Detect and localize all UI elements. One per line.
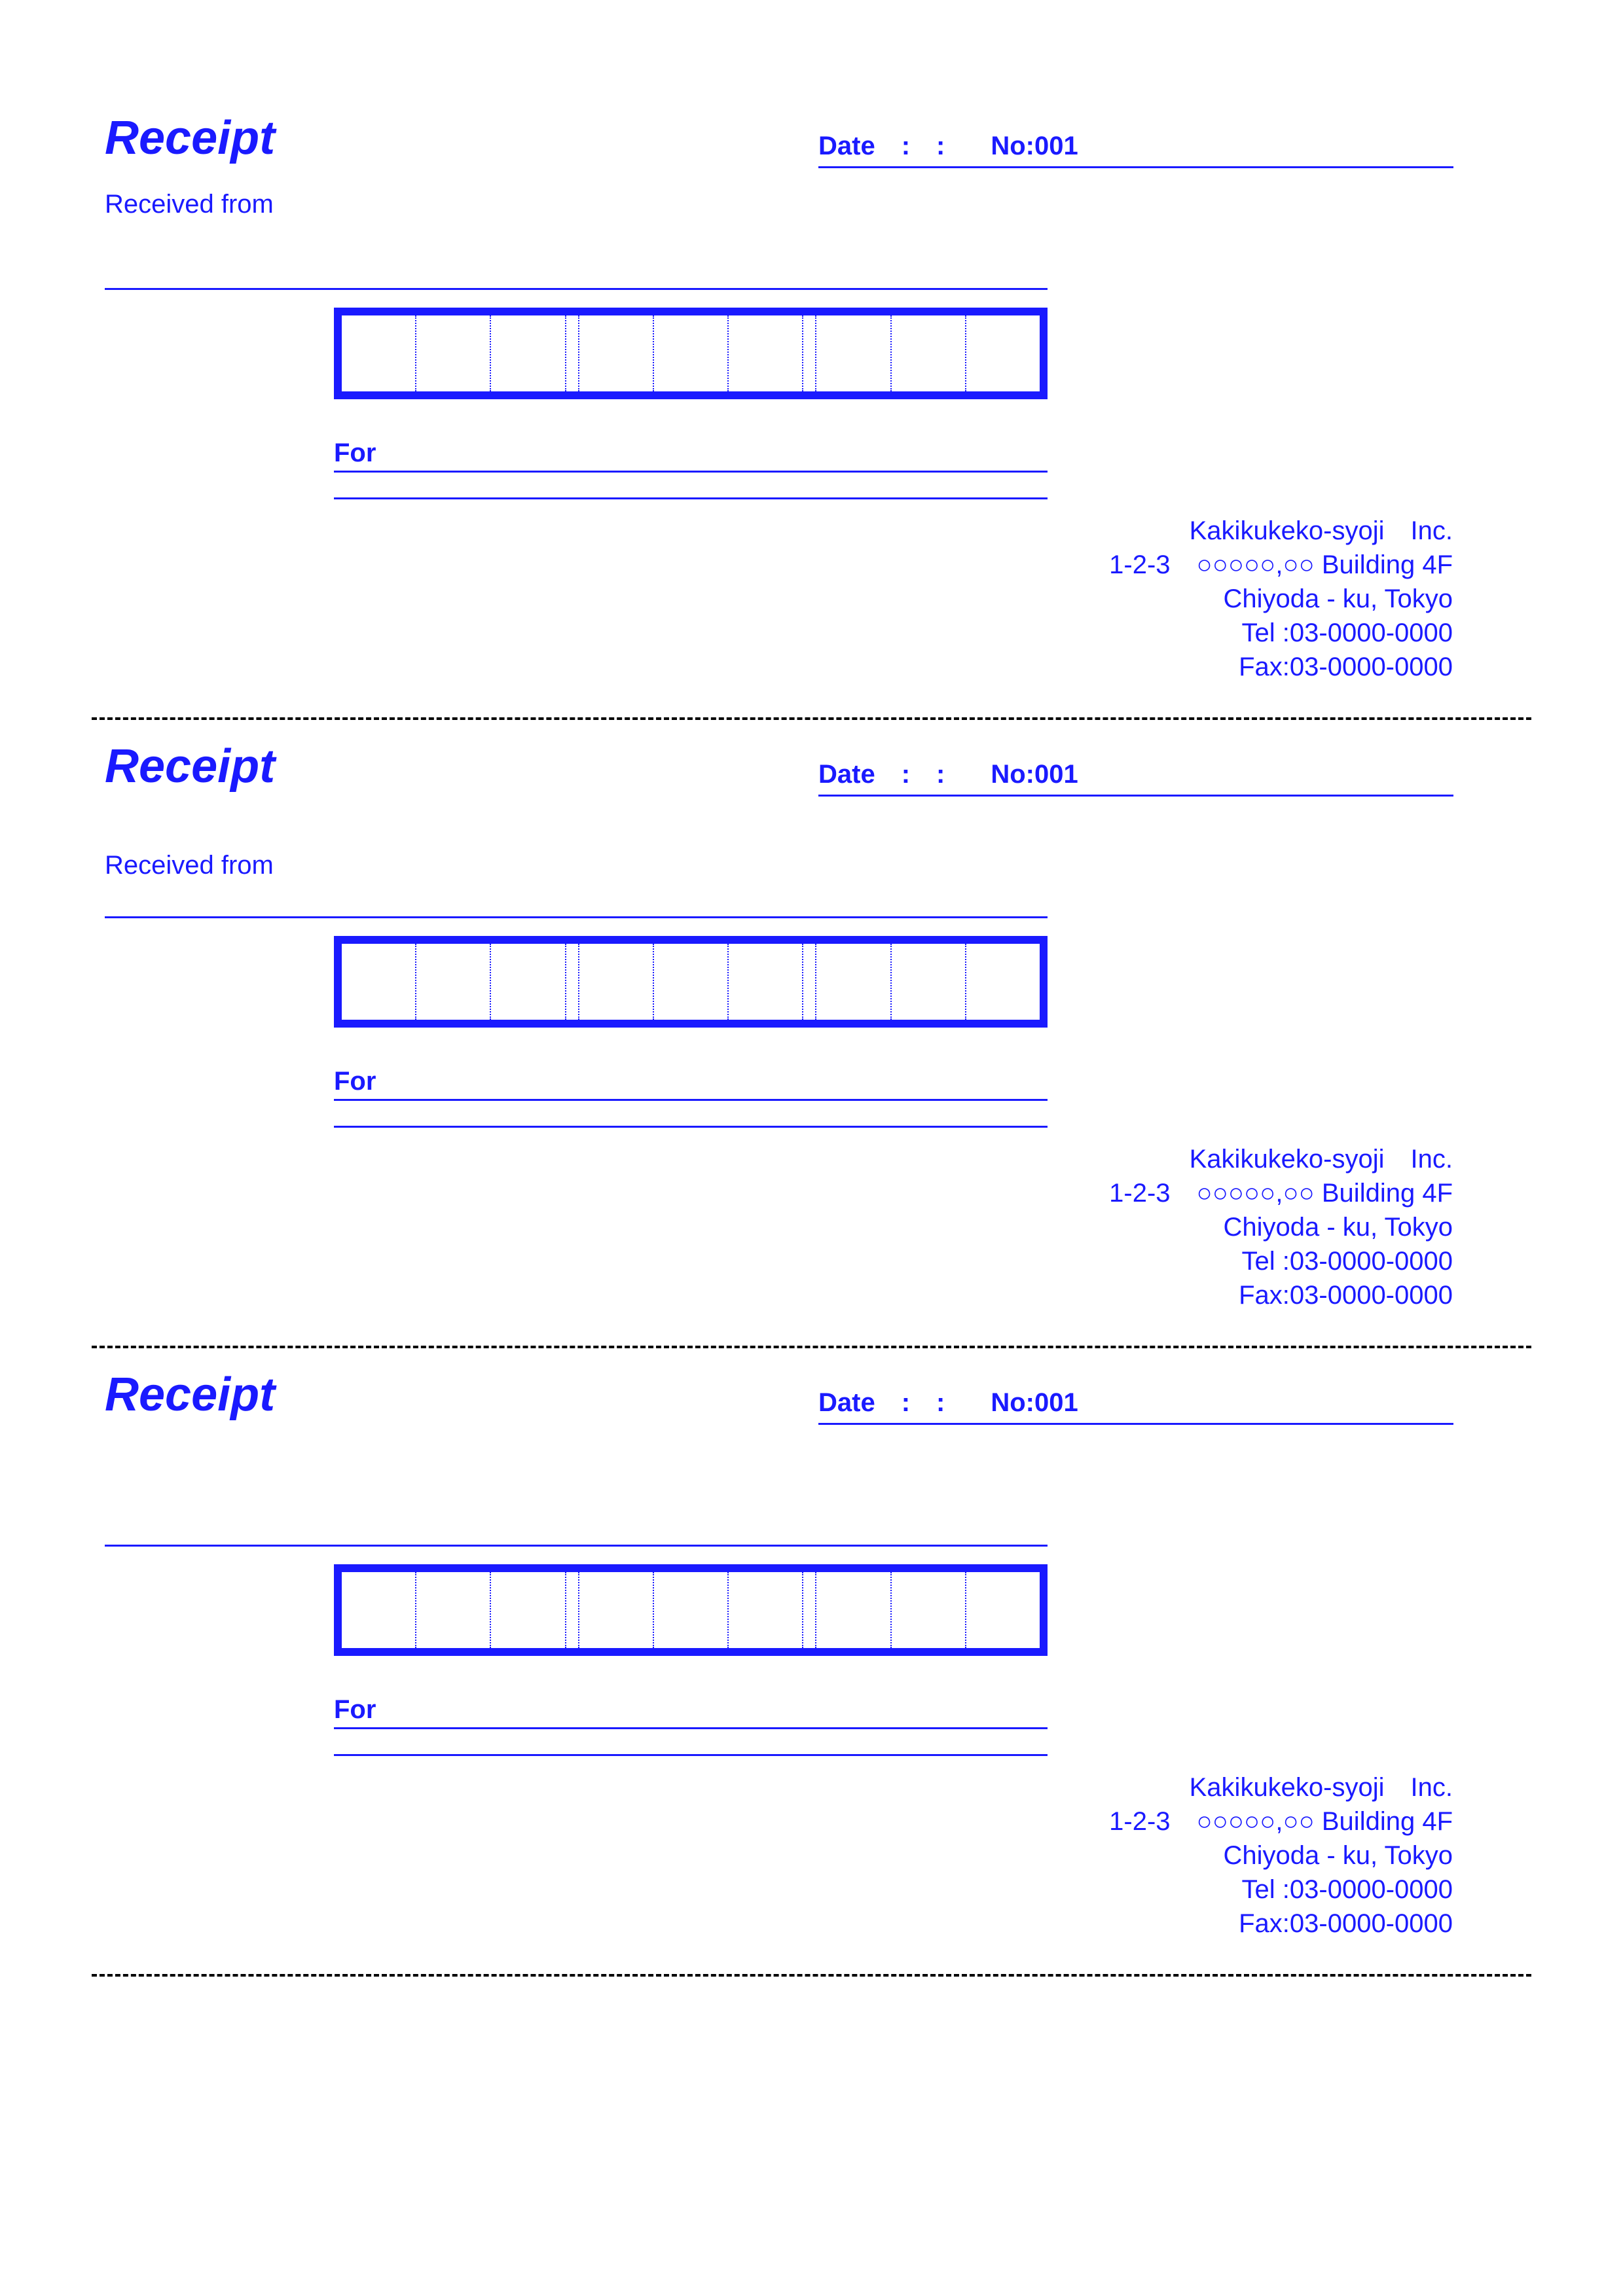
company-tel: Tel :03-0000-0000: [1109, 1244, 1453, 1278]
date-no-row: Date : : No:001: [818, 753, 1453, 797]
for-blank-line: [334, 497, 1048, 499]
amount-digit-cell: [490, 944, 564, 1020]
payer-line: [105, 288, 1048, 290]
amount-separator-cell: [802, 315, 815, 391]
receipt-title: Receipt: [105, 740, 275, 793]
receipt-number: No:001: [991, 760, 1078, 789]
amount-digit-cell: [653, 944, 727, 1020]
amount-digit-cell: [653, 315, 727, 391]
company-address: 1-2-3 ○○○○○,○○ Building 4F: [1109, 548, 1453, 582]
amount-digit-cell: [890, 315, 965, 391]
amount-digit-cell: [815, 315, 890, 391]
received-from-label: Received from: [105, 190, 274, 219]
for-blank-line: [334, 1754, 1048, 1756]
amount-digit-cell: [727, 1572, 802, 1648]
for-label: For: [334, 1067, 376, 1096]
amount-digit-cell: [415, 944, 490, 1020]
amount-digit-cell: [415, 315, 490, 391]
amount-digit-cell: [727, 315, 802, 391]
date-no-row: Date : : No:001: [818, 124, 1453, 168]
amount-digit-cell: [342, 1572, 415, 1648]
amount-digit-cell: [342, 944, 415, 1020]
company-address: 1-2-3 ○○○○○,○○ Building 4F: [1109, 1176, 1453, 1210]
date-colons: : :: [875, 132, 945, 160]
company-name: Kakikukeko-syoji Inc.: [1109, 514, 1453, 548]
amount-digit-cell: [890, 1572, 965, 1648]
receipt-title: Receipt: [105, 111, 275, 165]
amount-digit-cell: [490, 1572, 564, 1648]
date-no-row: Date : : No:001: [818, 1381, 1453, 1425]
date-colons: : :: [875, 760, 945, 789]
amount-separator-cell: [802, 1572, 815, 1648]
receipt-slip: Receipt Date : : No:001 Received from For Kak…: [92, 720, 1531, 1348]
amount-box: [334, 308, 1048, 399]
receipt-slip: Receipt Date : : No:001 Received from For Kak…: [92, 92, 1531, 720]
amount-digit-cell: [727, 944, 802, 1020]
company-tel: Tel :03-0000-0000: [1109, 1873, 1453, 1907]
amount-digit-cell: [965, 944, 1040, 1020]
for-blank-line: [334, 1126, 1048, 1128]
amount-digit-cell: [342, 315, 415, 391]
for-row: For: [334, 439, 1048, 473]
amount-digit-cell: [815, 1572, 890, 1648]
amount-digit-cell: [578, 944, 653, 1020]
amount-digit-cell: [415, 1572, 490, 1648]
received-from-label: Received from: [105, 851, 274, 880]
amount-digit-cell: [653, 1572, 727, 1648]
amount-digit-cell: [578, 315, 653, 391]
amount-separator-cell: [565, 944, 578, 1020]
issuer-block: Kakikukeko-syoji Inc.1-2-3 ○○○○○,○○ Buil…: [1109, 1770, 1453, 1941]
company-fax: Fax:03-0000-0000: [1109, 1907, 1453, 1941]
receipt-number: No:001: [991, 1388, 1078, 1417]
for-label: For: [334, 439, 376, 467]
amount-separator-cell: [565, 1572, 578, 1648]
payer-line: [105, 916, 1048, 918]
issuer-block: Kakikukeko-syoji Inc.1-2-3 ○○○○○,○○ Buil…: [1109, 514, 1453, 684]
company-tel: Tel :03-0000-0000: [1109, 616, 1453, 650]
company-fax: Fax:03-0000-0000: [1109, 650, 1453, 684]
amount-digit-cell: [490, 315, 564, 391]
receipt-title: Receipt: [105, 1368, 275, 1422]
for-row: For: [334, 1067, 1048, 1101]
for-label: For: [334, 1695, 376, 1724]
amount-box: [334, 936, 1048, 1028]
company-city: Chiyoda - ku, Tokyo: [1109, 1210, 1453, 1244]
company-name: Kakikukeko-syoji Inc.: [1109, 1142, 1453, 1176]
payer-line: [105, 1545, 1048, 1547]
company-city: Chiyoda - ku, Tokyo: [1109, 1839, 1453, 1873]
date-label: Date: [818, 1388, 875, 1417]
amount-box: [334, 1564, 1048, 1656]
amount-digit-cell: [965, 1572, 1040, 1648]
amount-separator-cell: [565, 315, 578, 391]
for-row: For: [334, 1695, 1048, 1729]
issuer-block: Kakikukeko-syoji Inc.1-2-3 ○○○○○,○○ Buil…: [1109, 1142, 1453, 1312]
company-address: 1-2-3 ○○○○○,○○ Building 4F: [1109, 1804, 1453, 1839]
amount-separator-cell: [802, 944, 815, 1020]
receipt-number: No:001: [991, 132, 1078, 160]
date-label: Date: [818, 760, 875, 789]
company-fax: Fax:03-0000-0000: [1109, 1278, 1453, 1312]
amount-digit-cell: [578, 1572, 653, 1648]
date-colons: : :: [875, 1388, 945, 1417]
company-city: Chiyoda - ku, Tokyo: [1109, 582, 1453, 616]
amount-digit-cell: [815, 944, 890, 1020]
company-name: Kakikukeko-syoji Inc.: [1109, 1770, 1453, 1804]
amount-digit-cell: [890, 944, 965, 1020]
receipt-slip: Receipt Date : : No:001 For Kakikukeko-syoji…: [92, 1348, 1531, 1977]
amount-digit-cell: [965, 315, 1040, 391]
date-label: Date: [818, 132, 875, 160]
